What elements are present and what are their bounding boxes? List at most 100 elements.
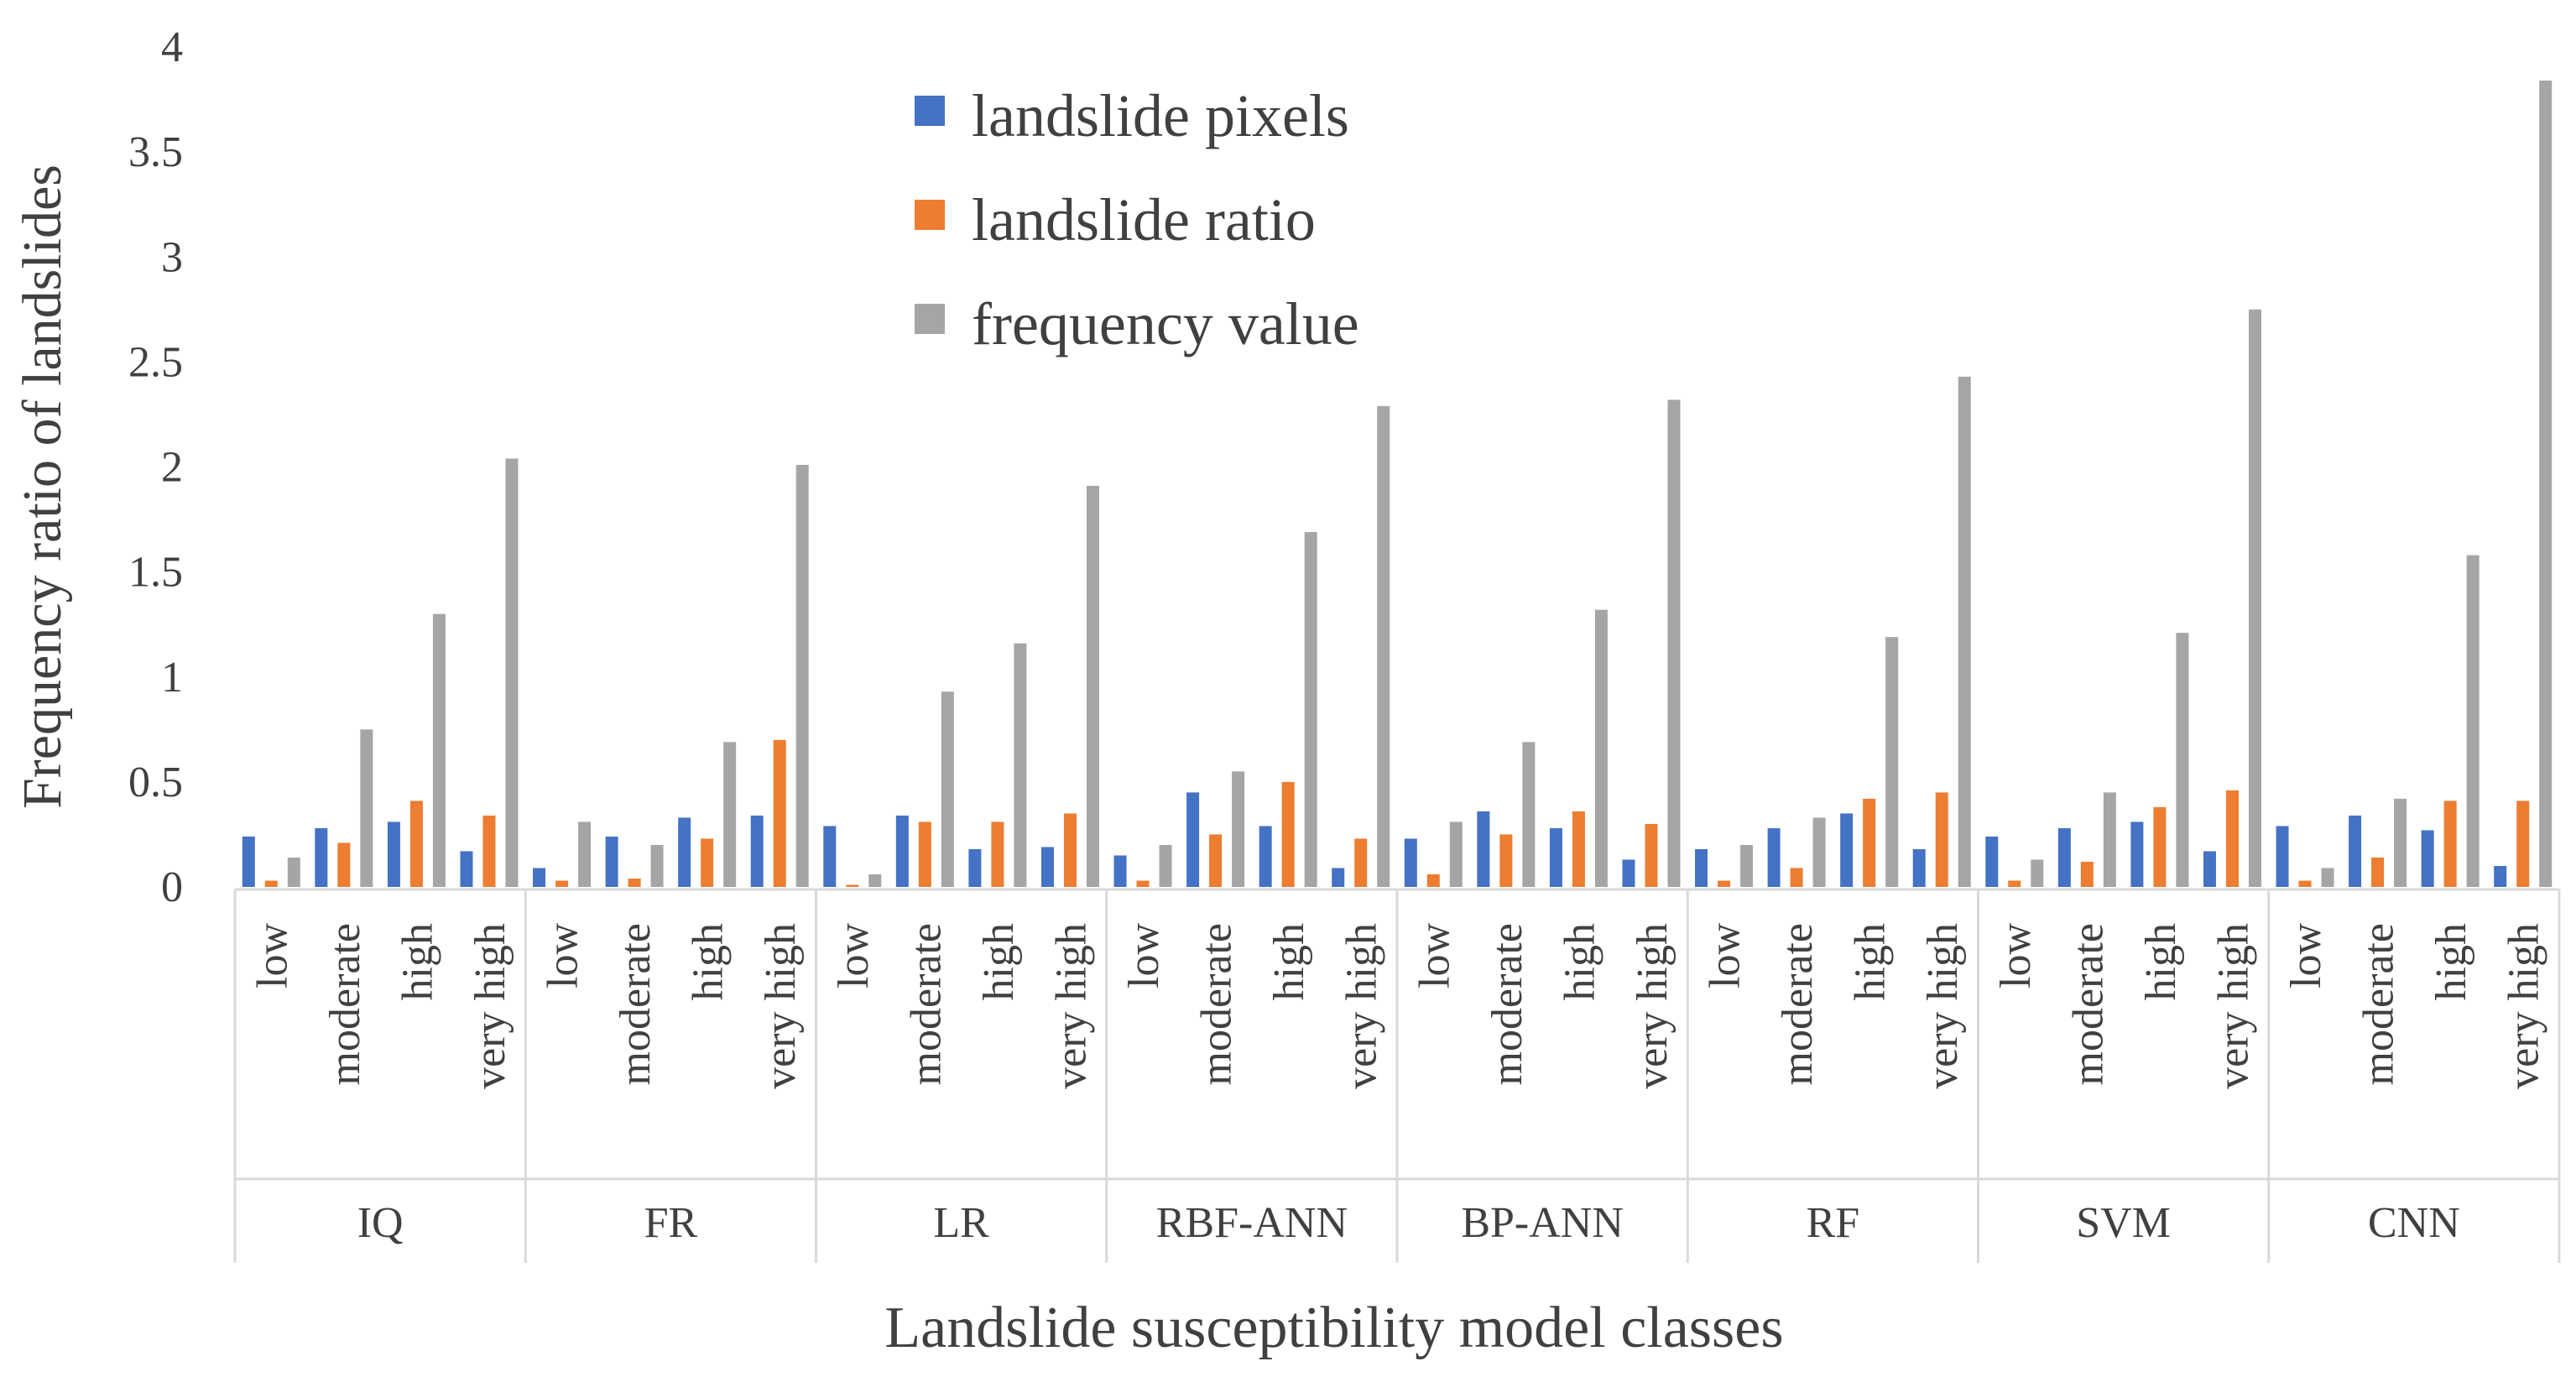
class-tick-label: high [394,923,441,1000]
group-tick-label: BP-ANN [1461,1199,1624,1247]
group-tick-label: SVM [2076,1199,2171,1247]
bar-frequency-value-RBF-ANN-moderate [1232,771,1245,887]
y-axis: 0 0.5 1 1.5 2 2.5 3 3.5 4 [128,23,183,911]
legend-label: landslide pixels [972,82,1349,149]
bar-landslide-ratio-BP-ANN-high [1572,811,1585,887]
bar-landslide-pixels-RBF-ANN-moderate [1186,792,1200,887]
bar-landslide-pixels-IQ-moderate [315,827,328,887]
class-tick-label: moderate [2064,923,2112,1085]
bar-landslide-ratio-LR-high [991,822,1004,887]
bar-landslide-ratio-FR-high [701,838,714,887]
bar-landslide-ratio-RF-low [1718,880,1731,887]
bar-landslide-ratio-RF-high [1863,798,1876,887]
bar-frequency-value-IQ-high [432,613,446,887]
bar-landslide-ratio-RBF-ANN-low [1136,880,1150,887]
bar-landslide-ratio-IQ-low [264,880,278,887]
bar-frequency-value-IQ-low [287,857,300,887]
y-tick-label: 2.5 [128,338,183,386]
bar-landslide-ratio-LR-low [846,884,859,887]
class-tick-label: moderate [902,923,950,1085]
bar-landslide-pixels-SVM-low [1985,836,1999,887]
bar-frequency-value-FR-high [723,742,737,887]
bar-landslide-ratio-RBF-ANN-very-high [1354,838,1368,887]
bar-frequency-value-RBF-ANN-very-high [1377,405,1390,887]
y-tick-label: 1.5 [128,549,183,597]
bar-frequency-value-BP-ANN-very-high [1667,399,1681,887]
class-tick-label: low [2282,923,2330,988]
bar-landslide-pixels-FR-high [678,817,691,887]
y-tick-label: 3 [161,233,183,281]
bar-frequency-value-LR-high [1014,643,1027,887]
bar-frequency-value-SVM-very-high [2248,309,2261,887]
bar-frequency-value-CNN-very-high [2539,81,2553,888]
group-tick-label: LR [933,1199,989,1247]
legend-swatch [915,96,945,126]
y-tick-label: 4 [161,23,183,71]
legend: landslide pixels landslide ratio frequency… [915,82,1359,357]
bar-frequency-value-FR-very-high [795,464,809,887]
bar-frequency-value-IQ-very-high [505,458,519,887]
bar-landslide-pixels-RF-high [1840,813,1854,887]
bar-frequency-value-LR-low [868,874,882,887]
bar-frequency-value-RF-very-high [1958,376,1971,888]
y-axis-title: Frequency ratio of landslides [12,164,73,809]
bar-landslide-ratio-CNN-very-high [2516,801,2530,887]
bar-landslide-pixels-SVM-moderate [2057,827,2071,887]
class-tick-label: high [2427,923,2475,1000]
bar-landslide-ratio-IQ-very-high [482,815,496,887]
bar-landslide-pixels-CNN-low [2276,826,2289,887]
legend-label: frequency value [972,290,1359,357]
bar-landslide-pixels-BP-ANN-high [1549,827,1562,887]
bar-frequency-value-BP-ANN-low [1449,822,1463,887]
bar-frequency-value-LR-very-high [1086,486,1099,887]
bar-frequency-value-CNN-high [2466,555,2480,887]
class-tick-label: low [1992,923,2040,988]
bar-landslide-pixels-CNN-high [2421,830,2434,887]
class-tick-label: moderate [1774,923,1822,1085]
bar-landslide-pixels-CNN-moderate [2349,815,2362,887]
bar-frequency-value-SVM-low [2031,859,2044,887]
bar-frequency-value-FR-low [578,822,592,887]
class-tick-label: very high [1047,923,1095,1089]
class-tick-label: very high [757,923,805,1089]
x-axis: low moderate high very high IQ low moderate hig… [233,888,2561,1263]
bar-landslide-ratio-FR-very-high [773,739,786,887]
bar-landslide-ratio-SVM-moderate [2080,861,2094,887]
bar-landslide-pixels-LR-very-high [1040,847,1054,887]
y-tick-label: 1 [161,654,183,702]
x-axis-title: Landslide susceptibility model classes [884,1296,1783,1360]
bar-landslide-pixels-IQ-very-high [460,851,473,887]
bar-landslide-pixels-SVM-high [2130,822,2144,887]
bar-landslide-ratio-FR-moderate [628,878,641,887]
class-tick-label: low [1120,923,1168,988]
bar-landslide-ratio-CNN-high [2443,801,2457,887]
y-tick-label: 2 [161,444,183,492]
bar-landslide-pixels-IQ-high [387,822,400,887]
bar-frequency-value-BP-ANN-moderate [1522,742,1536,887]
bar-landslide-ratio-RF-very-high [1935,792,1948,887]
group-tick-label: RBF-ANN [1156,1199,1348,1247]
bar-frequency-value-LR-moderate [941,691,954,887]
class-tick-label: moderate [1484,923,1531,1085]
legend-swatch [915,304,945,334]
bar-frequency-value-SVM-high [2176,633,2189,887]
bar-landslide-ratio-RBF-ANN-high [1281,781,1295,887]
bar-landslide-ratio-SVM-low [2008,880,2021,887]
class-tick-label: high [1847,923,1895,1000]
bar-landslide-pixels-LR-low [823,826,837,887]
bar-landslide-ratio-BP-ANN-very-high [1645,823,1658,887]
bar-landslide-ratio-BP-ANN-low [1426,874,1440,887]
bar-landslide-pixels-RBF-ANN-low [1113,855,1127,887]
bar-landslide-pixels-RF-moderate [1767,827,1781,887]
bar-landslide-ratio-BP-ANN-moderate [1499,834,1513,887]
class-tick-label: very high [1629,923,1676,1089]
bar-landslide-pixels-LR-high [968,848,982,887]
bar-landslide-pixels-BP-ANN-low [1404,838,1417,887]
bar-landslide-pixels-BP-ANN-moderate [1477,811,1490,887]
bar-landslide-pixels-FR-very-high [750,815,764,887]
class-tick-label: high [685,923,733,1000]
bar-landslide-ratio-RF-moderate [1790,868,1803,887]
class-tick-label: moderate [321,923,369,1085]
bar-frequency-value-BP-ANN-high [1594,609,1608,887]
